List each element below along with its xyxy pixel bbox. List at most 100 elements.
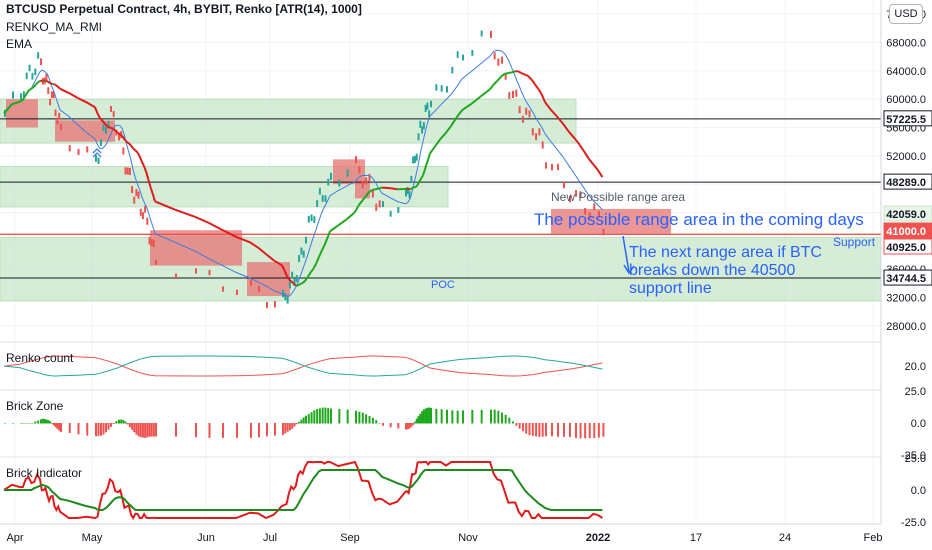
brick-zone-bar — [602, 423, 605, 437]
brick-zone-bar — [43, 418, 46, 424]
renko-brick — [152, 239, 155, 247]
renko-brick — [250, 279, 252, 286]
renko-ma-segment — [136, 152, 141, 158]
panel-tick-label: 20.0 — [905, 361, 926, 373]
renko-ma-segment — [288, 278, 292, 282]
renko-ma-segment — [527, 75, 533, 81]
renko-ma-segment — [312, 263, 317, 270]
renko-brick — [493, 52, 496, 60]
renko-ma-segment — [24, 90, 30, 96]
renko-ma-segment — [154, 200, 176, 211]
renko-ma-segment — [540, 94, 546, 103]
brick-zone-bar — [152, 423, 155, 437]
renko-ma-segment — [360, 196, 366, 202]
renko-brick — [435, 84, 438, 91]
brick-zone-bar — [4, 423, 6, 424]
brick-zone-bar — [144, 423, 147, 438]
renko-ma-segment — [96, 112, 101, 119]
brick-zone-bar — [584, 423, 587, 439]
renko-ma-segment — [429, 145, 437, 154]
brick-zone-bar — [22, 423, 25, 424]
brick-zone-bar — [410, 423, 413, 427]
time-tick-label: May — [82, 532, 103, 544]
panel-label-renko-count: Renko count — [6, 351, 74, 365]
renko-ma-segment — [221, 228, 237, 238]
renko-brick — [382, 201, 384, 208]
brick-zone-bar — [305, 415, 307, 424]
brick-zone-bar — [525, 423, 528, 434]
renko-brick — [346, 169, 349, 177]
brick-zone-bar — [40, 419, 42, 424]
brick-zone-bar — [417, 416, 420, 424]
brick-zone-bar — [518, 423, 521, 429]
renko-ma-segment — [292, 282, 297, 287]
renko-ma-segment — [455, 109, 463, 118]
time-tick-label: 17 — [690, 532, 702, 544]
renko-brick — [222, 286, 224, 292]
renko-ma-segment — [101, 120, 106, 125]
brick-zone-bar — [346, 409, 349, 424]
brick-zone-bar — [155, 423, 157, 437]
brick-zone-bar — [471, 409, 474, 424]
time-tick-label: Nov — [458, 532, 478, 544]
renko-brick — [410, 175, 413, 183]
currency-button[interactable]: USD — [889, 4, 923, 24]
renko-brick — [68, 145, 71, 152]
brick-zone-bar — [597, 423, 600, 438]
renko-ma-segment — [427, 153, 431, 160]
renko-brick — [535, 133, 538, 141]
renko-brick — [593, 203, 596, 211]
renko-ma-segment — [3, 103, 13, 114]
renko-brick — [47, 87, 50, 95]
renko-ma-segment — [138, 156, 143, 163]
brick-zone-bar — [551, 423, 553, 437]
brick-zone-bar — [313, 410, 316, 424]
brick-zone-bar — [131, 423, 134, 430]
panel-tick-label: 0.0 — [911, 418, 926, 430]
arrow-head — [623, 264, 635, 275]
renko-ma-segment — [45, 79, 48, 83]
renko-ma-segment — [11, 100, 21, 106]
renko-ma-segment — [107, 125, 111, 129]
renko-brick — [37, 52, 40, 59]
ema-line — [3, 49, 603, 297]
renko-ma-segment — [480, 88, 491, 98]
brick-zone-bar — [97, 423, 100, 437]
renko-brick — [579, 191, 582, 198]
brick-zone-bar — [25, 423, 28, 424]
price-badge — [883, 173, 932, 190]
renko-ma-segment — [77, 96, 87, 104]
indicator-ema[interactable]: EMA — [6, 37, 33, 51]
support-label: Support — [833, 235, 876, 249]
renko-ma-segment — [315, 256, 320, 265]
renko-brick — [97, 157, 100, 164]
renko-brick — [462, 54, 464, 61]
renko-ma-segment — [329, 224, 339, 233]
renko-brick — [288, 281, 291, 289]
brick-zone-bar — [375, 420, 378, 424]
renko-ma-segment — [389, 187, 398, 191]
brick-zone-bar — [316, 409, 319, 424]
brick-zone-bar — [300, 419, 303, 424]
brick-zone-bar — [295, 423, 298, 425]
next-range-note-line-3: support line — [629, 280, 712, 297]
panel-tick-label: 25.0 — [905, 386, 926, 398]
indicator-renko-ma-rmi[interactable]: RENKO_MA_RMI — [6, 20, 103, 34]
brick-zone-bar — [412, 423, 415, 425]
renko-brick — [102, 124, 105, 131]
consolidation-box — [6, 99, 38, 128]
brick-zone-bar — [382, 423, 384, 426]
brick-zone-bar — [428, 407, 431, 424]
brick-zone-bar — [52, 423, 55, 426]
brick-zone-bar — [50, 423, 53, 424]
renko-ma-segment — [309, 268, 315, 274]
brick-indicator-slow — [4, 469, 603, 511]
renko-ma-segment — [323, 238, 329, 246]
brick-zone-bar — [541, 423, 544, 437]
renko-ma-segment — [518, 70, 523, 75]
renko-brick — [417, 133, 420, 141]
brick-zone-bar — [365, 414, 368, 424]
brick-zone-bar — [137, 423, 140, 437]
renko-brick — [293, 278, 296, 286]
renko-ma-segment — [587, 158, 595, 166]
